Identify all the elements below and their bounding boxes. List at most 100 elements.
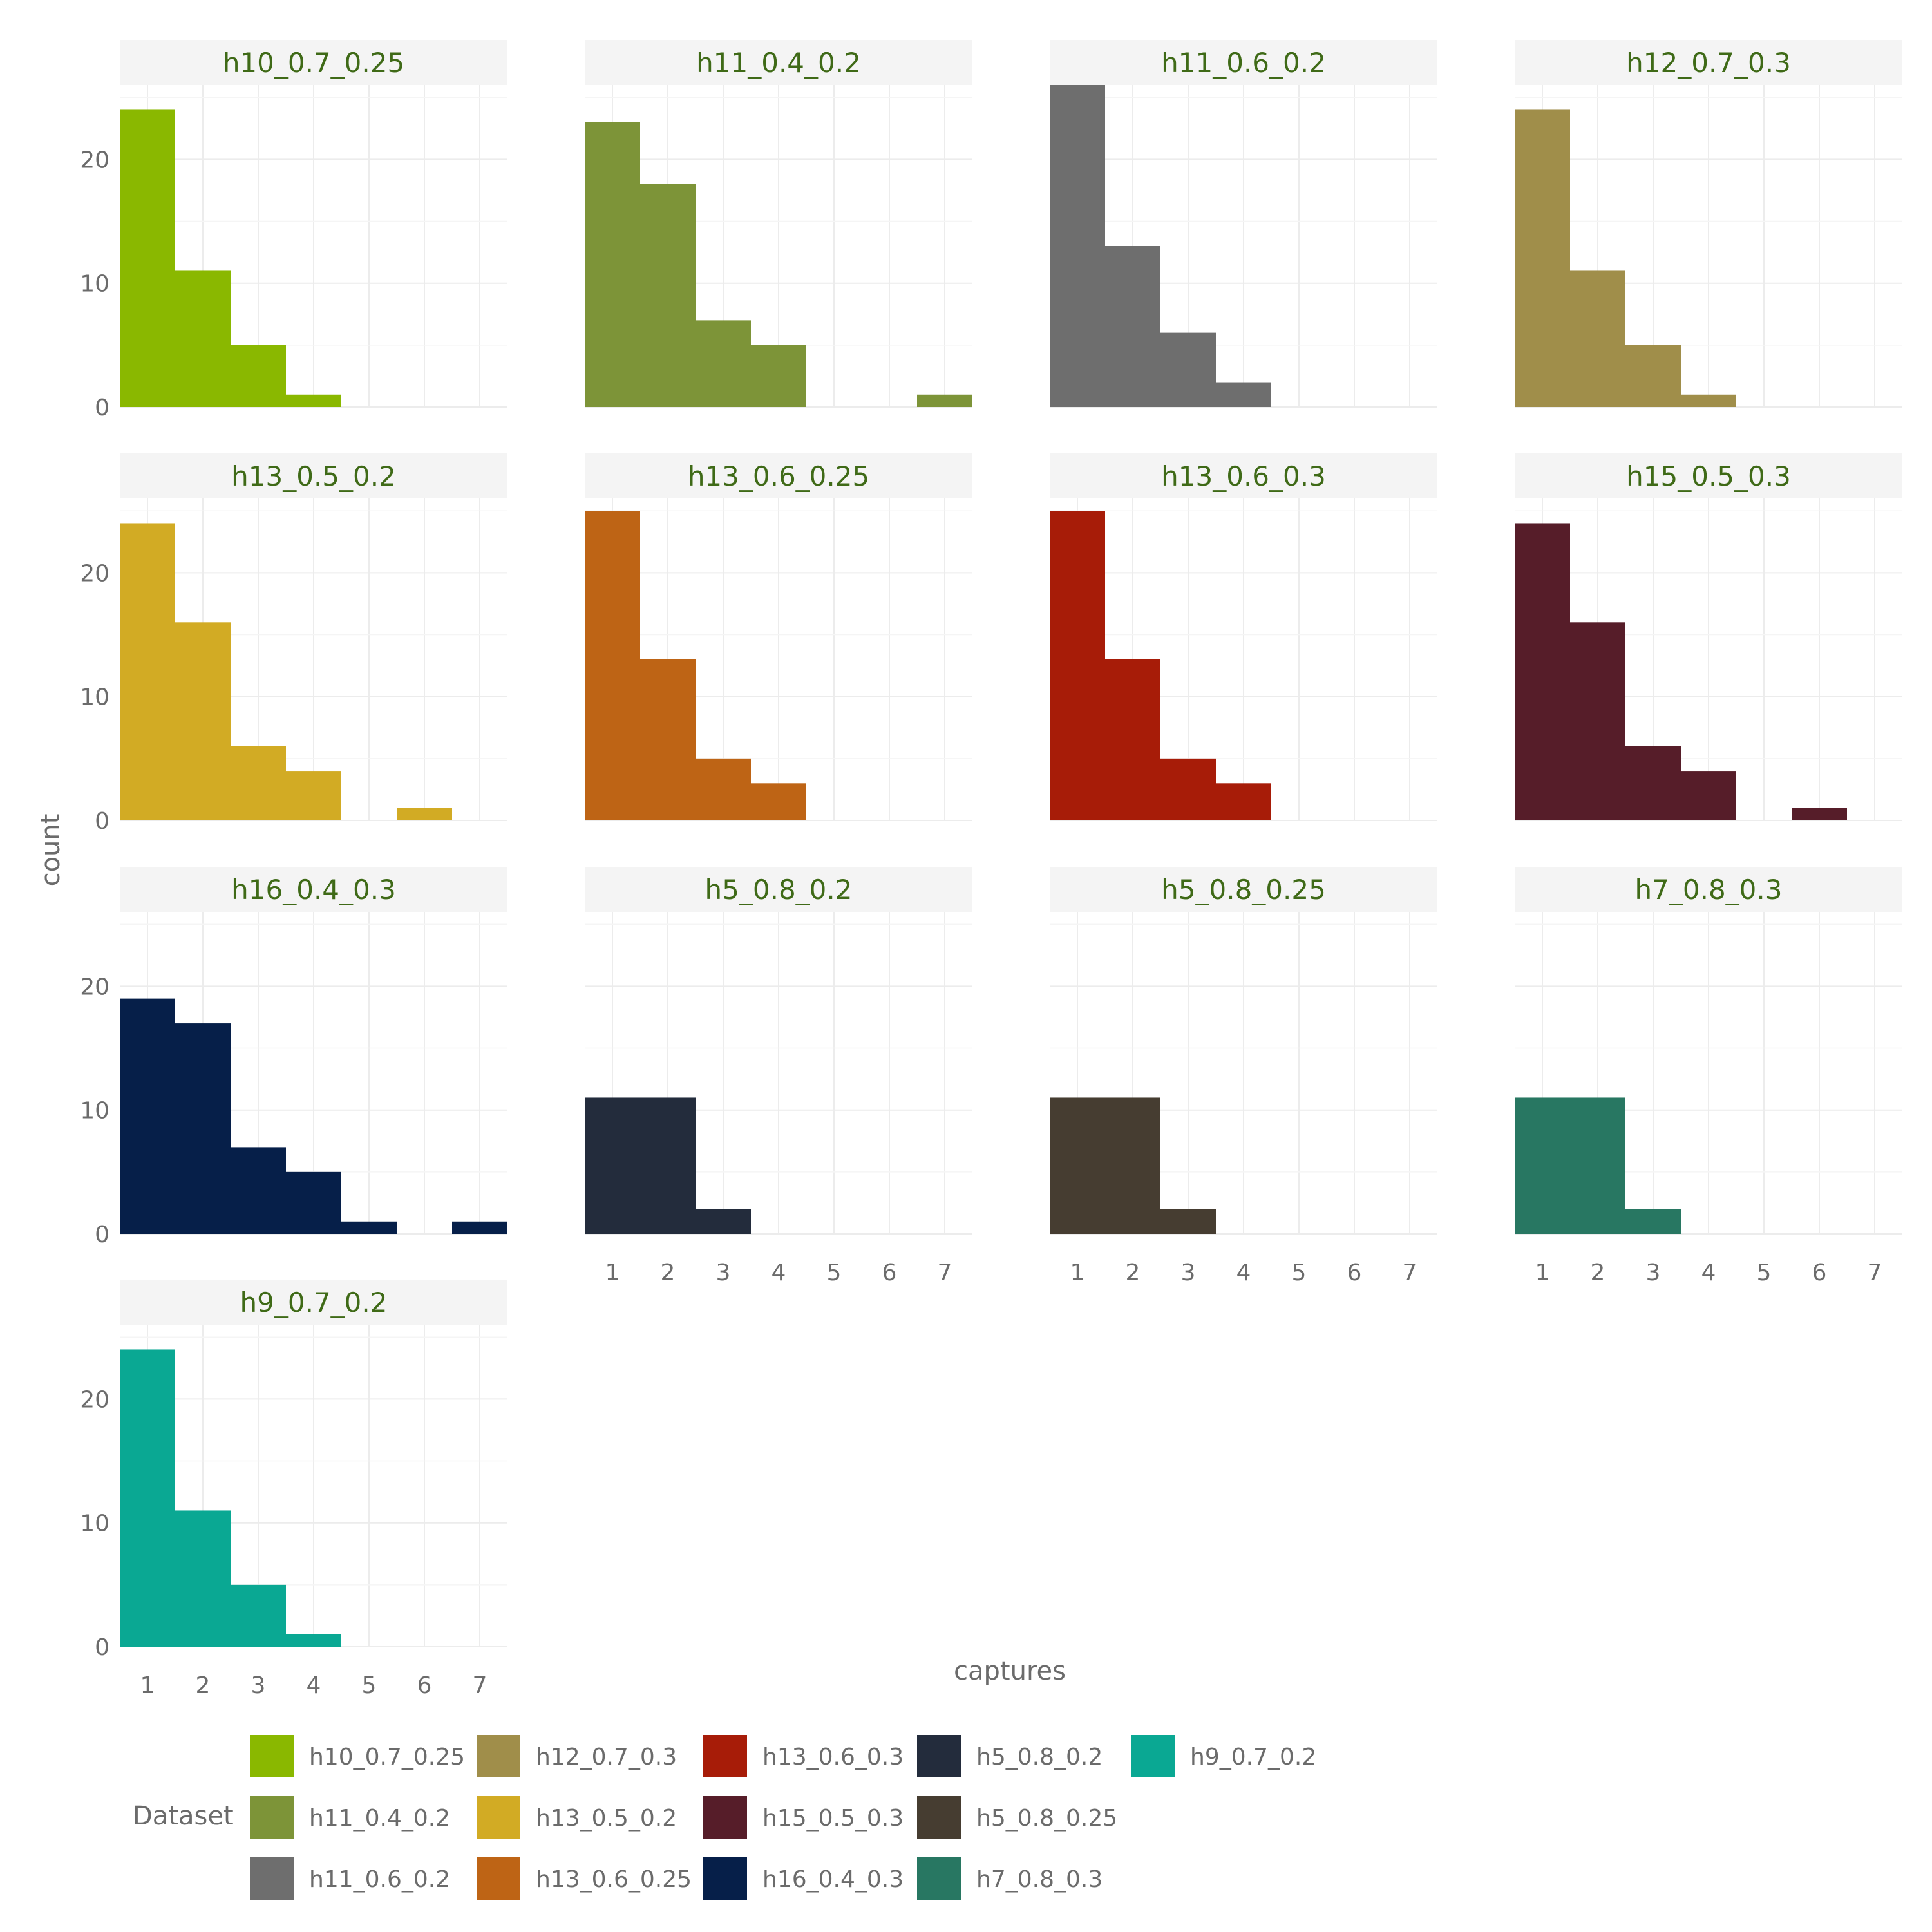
- legend-title: Dataset: [133, 1801, 234, 1831]
- histogram-bar: [120, 109, 175, 407]
- histogram-bar: [640, 659, 696, 820]
- facet-strip-label: h12_0.7_0.3: [1626, 47, 1791, 79]
- x-tick-label: 5: [1292, 1260, 1307, 1286]
- histogram-bar: [1681, 394, 1736, 407]
- histogram-bar: [1216, 783, 1271, 820]
- facet-strip-label: h5_0.8_0.25: [1161, 874, 1326, 905]
- x-tick-label: 1: [1535, 1260, 1550, 1286]
- x-tick-label: 7: [1868, 1260, 1882, 1286]
- y-tick-label: 0: [95, 1222, 109, 1248]
- legend-key-swatch: [477, 1735, 520, 1777]
- histogram-bar: [231, 746, 286, 820]
- legend-key-swatch: [477, 1857, 520, 1900]
- legend-key-swatch: [477, 1796, 520, 1839]
- legend-entry-label: h13_0.6_0.25: [536, 1866, 692, 1893]
- x-tick-label: 1: [605, 1260, 620, 1286]
- y-tick-label: 10: [80, 1511, 109, 1537]
- legend-key-swatch: [703, 1735, 747, 1777]
- histogram-bar: [1625, 345, 1681, 407]
- x-tick-label: 5: [1757, 1260, 1772, 1286]
- y-tick-label: 20: [80, 147, 109, 173]
- facet-strip-label: h15_0.5_0.3: [1626, 460, 1791, 492]
- histogram-bar: [286, 1634, 341, 1647]
- x-tick-label: 3: [1646, 1260, 1661, 1286]
- histogram-bar: [751, 783, 806, 820]
- histogram-bar: [175, 1510, 231, 1647]
- facet-strip-label: h13_0.6_0.25: [688, 460, 869, 492]
- histogram-bar: [585, 511, 640, 820]
- histogram-bar: [1105, 1097, 1160, 1234]
- histogram-bar: [1625, 746, 1681, 820]
- histogram-bar: [286, 771, 341, 820]
- histogram-bar: [1160, 332, 1216, 407]
- facet-strip: [1515, 867, 1902, 912]
- histogram-bar: [175, 622, 231, 820]
- histogram-bar: [1160, 758, 1216, 820]
- histogram-bar: [1681, 771, 1736, 820]
- legend-key-swatch: [250, 1796, 294, 1839]
- facet-strip: [585, 867, 972, 912]
- x-tick-label: 6: [1812, 1260, 1827, 1286]
- y-tick-label: 10: [80, 685, 109, 711]
- y-tick-label: 20: [80, 560, 109, 587]
- x-tick-label: 7: [473, 1672, 488, 1699]
- facet-strip-label: h13_0.6_0.3: [1161, 460, 1326, 492]
- histogram-bar: [1570, 270, 1625, 407]
- legend-entry-label: h7_0.8_0.3: [976, 1866, 1103, 1893]
- legend-entry-label: h10_0.7_0.25: [309, 1744, 465, 1770]
- histogram-bar: [397, 808, 452, 820]
- histogram-bar: [1160, 1209, 1216, 1234]
- facet-strip: [120, 40, 507, 85]
- facet-strip-label: h7_0.8_0.3: [1635, 874, 1783, 905]
- histogram-bar: [1570, 622, 1625, 820]
- facet-strip: [585, 453, 972, 498]
- histogram-bar: [231, 1584, 286, 1647]
- x-tick-label: 1: [1070, 1260, 1085, 1286]
- legend-key-swatch: [703, 1796, 747, 1839]
- x-tick-label: 2: [661, 1260, 676, 1286]
- legend-key-swatch: [250, 1735, 294, 1777]
- legend-entry-label: h15_0.5_0.3: [762, 1805, 904, 1832]
- x-tick-label: 4: [1236, 1260, 1251, 1286]
- histogram-bar: [696, 320, 751, 407]
- facet-strip-label: h11_0.6_0.2: [1161, 47, 1326, 79]
- histogram-bar: [917, 394, 972, 407]
- histogram-bar: [1105, 659, 1160, 820]
- facet-strip-label: h11_0.4_0.2: [696, 47, 861, 79]
- legend-key-swatch: [917, 1735, 961, 1777]
- y-tick-label: 0: [95, 1634, 109, 1661]
- facet-strip: [585, 40, 972, 85]
- histogram-bar: [120, 1349, 175, 1647]
- histogram-bar: [696, 758, 751, 820]
- x-tick-label: 6: [882, 1260, 897, 1286]
- facet-strip: [1515, 453, 1902, 498]
- x-tick-label: 3: [251, 1672, 266, 1699]
- y-tick-label: 20: [80, 1387, 109, 1413]
- x-tick-label: 2: [1126, 1260, 1141, 1286]
- legend-key-swatch: [1131, 1735, 1175, 1777]
- legend-entry-label: h5_0.8_0.2: [976, 1744, 1103, 1770]
- x-tick-label: 6: [417, 1672, 432, 1699]
- x-tick-label: 2: [196, 1672, 211, 1699]
- histogram-bar: [1050, 511, 1105, 820]
- histogram-bar: [341, 1221, 397, 1234]
- x-tick-label: 3: [1181, 1260, 1196, 1286]
- facet-strip-label: h16_0.4_0.3: [231, 874, 396, 905]
- histogram-bar: [175, 1023, 231, 1234]
- legend-entry-label: h5_0.8_0.25: [976, 1805, 1117, 1832]
- x-tick-label: 5: [362, 1672, 377, 1699]
- histogram-bar: [1515, 523, 1570, 820]
- histogram-bar: [1050, 85, 1105, 407]
- histogram-bar: [640, 1097, 696, 1234]
- x-axis-title: captures: [954, 1656, 1066, 1686]
- histogram-bar: [452, 1221, 507, 1234]
- facet-strip: [120, 867, 507, 912]
- x-tick-label: 7: [1403, 1260, 1417, 1286]
- x-tick-label: 5: [827, 1260, 842, 1286]
- histogram-bar: [751, 345, 806, 407]
- histogram-bar: [1792, 808, 1847, 820]
- legend-key-swatch: [917, 1796, 961, 1839]
- x-tick-label: 4: [772, 1260, 786, 1286]
